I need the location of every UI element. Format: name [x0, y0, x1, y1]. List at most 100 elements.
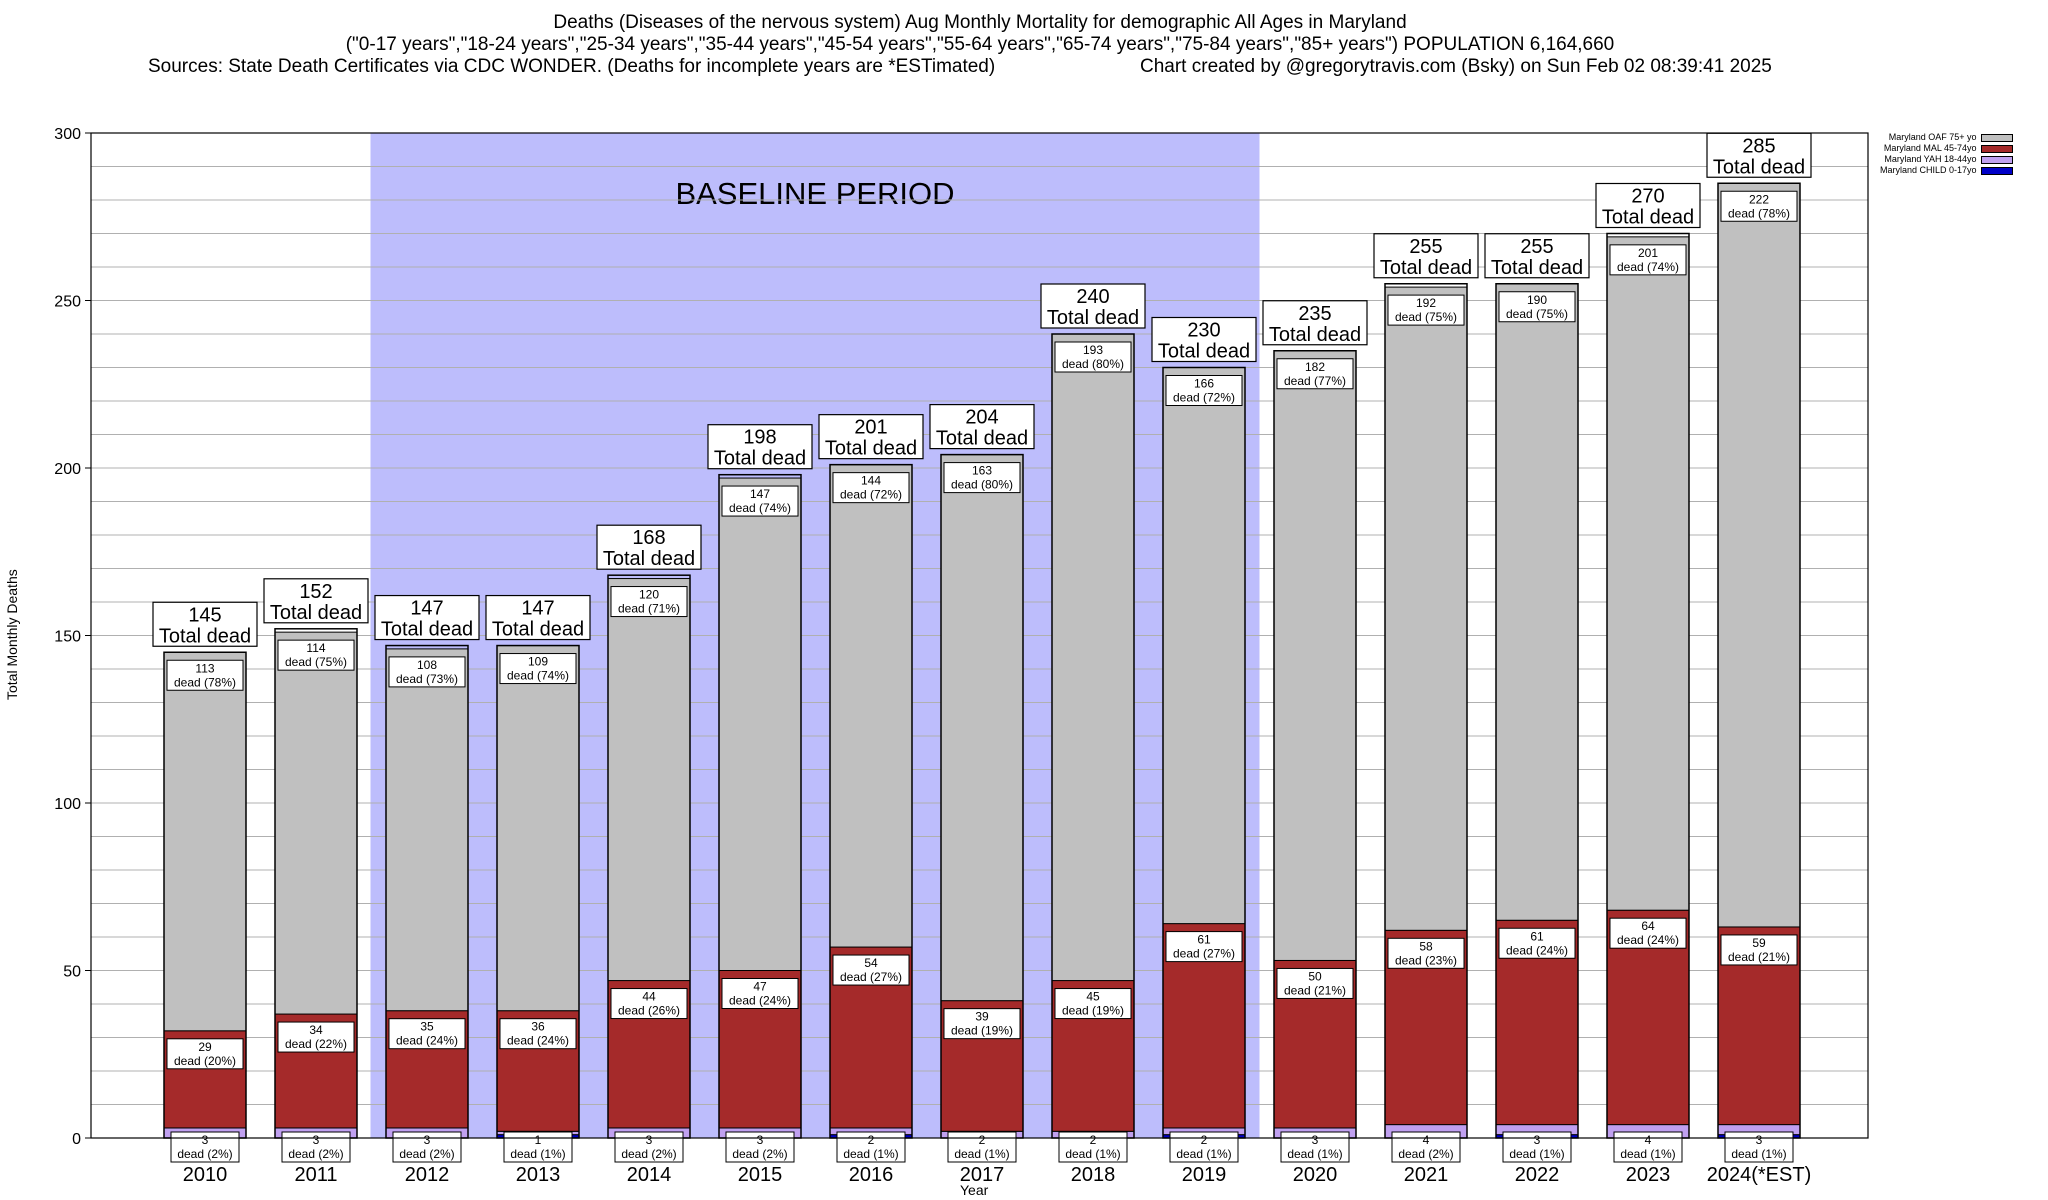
mal-label-box [1720, 934, 1798, 966]
yah-label-value: 3 [424, 1133, 431, 1147]
mal-label-box [1165, 931, 1243, 963]
oaf-label-pct: dead (73%) [396, 672, 458, 686]
mal-label-value: 44 [642, 990, 656, 1004]
mal-label-pct: dead (24%) [1617, 933, 1679, 947]
total-label-box [818, 414, 924, 460]
legend-swatch-yah [1980, 155, 2013, 164]
legend-item-mal: Maryland MAL 45-74yo [1880, 143, 2013, 154]
mal-label-box [610, 988, 688, 1020]
yah-label-box [392, 1131, 462, 1163]
y-tick-label: 50 [63, 964, 81, 981]
chart-title-block: Deaths (Diseases of the nervous system) … [0, 12, 1960, 78]
oaf-label-pct: dead (74%) [729, 501, 791, 515]
total-label-box [1151, 316, 1257, 363]
total-label-value: 147 [410, 598, 443, 620]
baseline-label: BASELINE PERIOD [675, 176, 954, 211]
mal-label-value: 35 [420, 1020, 434, 1034]
mal-label-box [1387, 937, 1465, 969]
oaf-label-pct: dead (75%) [1395, 310, 1457, 324]
mal-label-value: 64 [1641, 919, 1655, 933]
total-label-text: Total dead [381, 619, 473, 641]
mal-label-box [721, 978, 799, 1009]
mal-label-pct: dead (19%) [1062, 1004, 1124, 1018]
total-label-value: 235 [1298, 303, 1331, 325]
oaf-label-box [832, 472, 910, 504]
x-tick-label: 2013 [516, 1164, 561, 1186]
y-tick-label: 200 [54, 461, 81, 478]
total-label-box [1595, 182, 1701, 229]
y-tick-label: 0 [72, 1131, 81, 1148]
oaf-label-value: 201 [1638, 246, 1658, 260]
mal-label-box [499, 1018, 577, 1050]
mal-label-box [388, 1018, 466, 1050]
oaf-label-pct: dead (77%) [1284, 374, 1346, 388]
mal-label-value: 59 [1752, 936, 1766, 950]
x-tick-label: 2011 [294, 1164, 337, 1186]
oaf-label-value: 222 [1749, 192, 1769, 206]
legend-item-child: Maryland CHILD 0-17yo [1880, 165, 2013, 176]
plot-frame [90, 132, 1869, 1139]
total-label-text: Total dead [270, 602, 362, 624]
yah-label-value: 3 [1534, 1133, 1541, 1147]
legend-label-yah: Maryland YAH 18-44yo [1884, 154, 1977, 164]
mal-label-value: 39 [975, 1010, 989, 1024]
yah-label-box [836, 1131, 906, 1163]
bar-segment [385, 648, 469, 1012]
yah-label-box [1724, 1131, 1794, 1163]
yah-label-pct: dead (2%) [177, 1147, 232, 1161]
oaf-label-box [1387, 294, 1465, 326]
total-label-value: 285 [1742, 135, 1775, 157]
mal-label-box [1054, 988, 1132, 1020]
oaf-label-pct: dead (72%) [840, 488, 902, 502]
oaf-label-pct: dead (78%) [174, 675, 236, 689]
total-label-text: Total dead [936, 428, 1028, 450]
total-label-value: 204 [965, 407, 998, 429]
yah-label-pct: dead (2%) [288, 1147, 343, 1161]
mal-label-box [1276, 967, 1354, 999]
yah-label-pct: dead (2%) [621, 1147, 676, 1161]
oaf-label-value: 113 [195, 661, 214, 675]
bar-segment [163, 651, 247, 1032]
total-label-text: Total dead [1047, 307, 1139, 329]
x-axis-label: Year [960, 1182, 989, 1198]
total-label-box [485, 594, 591, 641]
yah-label-box [1058, 1131, 1128, 1163]
yah-label-value: 3 [646, 1133, 653, 1147]
mal-label-pct: dead (20%) [174, 1054, 236, 1068]
mal-label-value: 29 [198, 1040, 212, 1054]
total-label-value: 255 [1520, 236, 1553, 258]
total-label-box [152, 601, 258, 647]
bar-segment [829, 464, 913, 948]
oaf-label-value: 193 [1083, 343, 1103, 357]
mal-label-value: 58 [1419, 939, 1433, 953]
bar-segment [1273, 350, 1357, 961]
chart-subtitle: ("0-17 years","18-24 years","25-34 years… [345, 34, 1615, 55]
bar-segment [940, 454, 1024, 1002]
oaf-label-pct: dead (71%) [618, 602, 680, 616]
total-label-text: Total dead [1269, 324, 1361, 346]
oaf-label-box [943, 462, 1021, 494]
total-label-text: Total dead [1491, 257, 1583, 279]
oaf-label-value: 192 [1416, 296, 1436, 310]
yah-label-pct: dead (1%) [1509, 1147, 1564, 1161]
x-tick-label: 2021 [1404, 1164, 1449, 1186]
yah-label-box [281, 1131, 351, 1163]
total-label-value: 147 [521, 598, 554, 620]
oaf-label-value: 182 [1305, 360, 1325, 374]
mal-label-pct: dead (22%) [285, 1037, 347, 1051]
legend-item-oaf: Maryland OAF 75+ yo [1880, 132, 2013, 143]
yah-label-pct: dead (1%) [843, 1147, 898, 1161]
mal-label-pct: dead (26%) [618, 1004, 680, 1018]
oaf-label-value: 120 [639, 588, 659, 602]
yah-label-box [1502, 1131, 1572, 1163]
bar-segment [1051, 333, 1135, 982]
mal-label-value: 54 [864, 956, 878, 970]
yah-label-value: 2 [868, 1133, 875, 1147]
yah-label-box [1280, 1131, 1350, 1163]
bar-segment [607, 578, 691, 982]
yah-label-pct: dead (2%) [732, 1147, 787, 1161]
mal-label-box [166, 1038, 244, 1070]
mal-label-box [943, 1008, 1021, 1040]
legend-label-mal: Maryland MAL 45-74yo [1883, 143, 1977, 153]
oaf-label-value: 166 [1194, 377, 1214, 391]
